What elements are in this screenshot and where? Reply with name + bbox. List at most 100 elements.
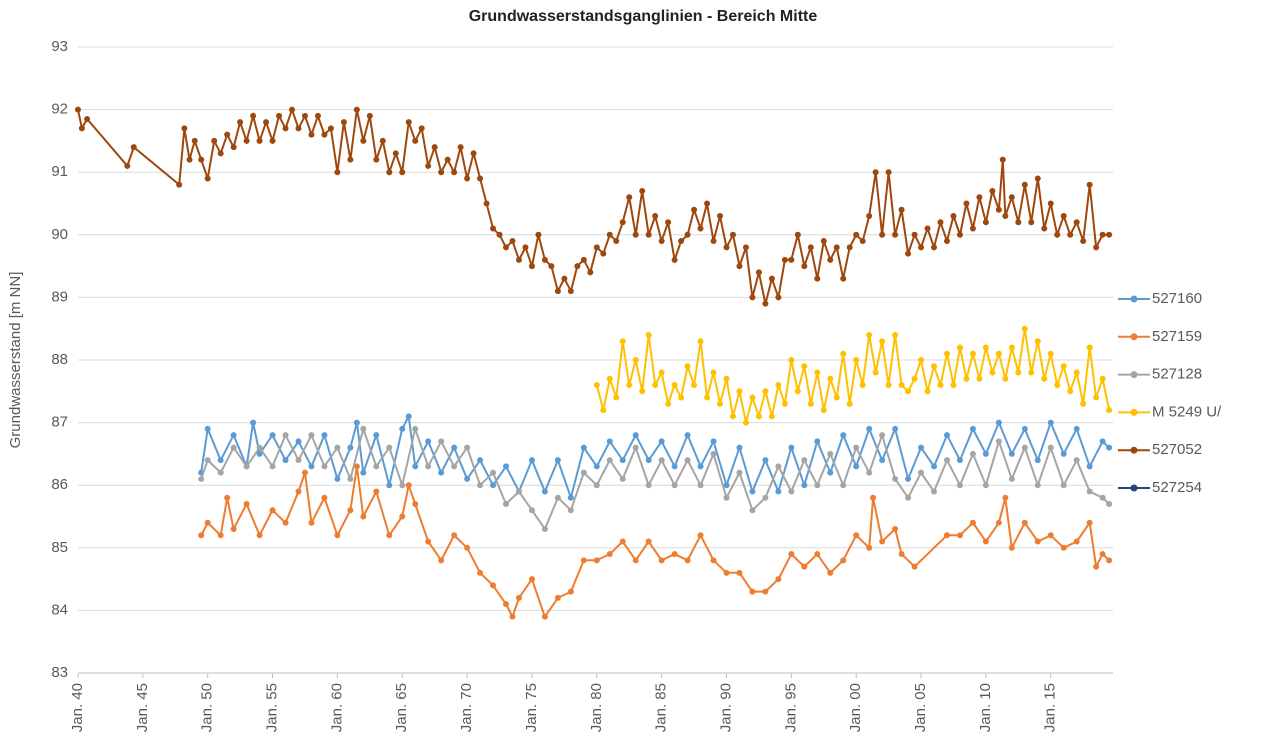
legend-marker [1130,295,1138,303]
data-point [360,425,367,432]
data-point [217,469,224,476]
x-tick-label: Jan. 60 [328,683,345,732]
data-point [464,544,471,551]
data-point [528,457,535,464]
data-point [1028,369,1035,376]
data-point [606,551,613,558]
data-point [574,263,581,270]
data-point [1041,225,1048,232]
data-point [807,244,814,251]
data-point [606,457,613,464]
data-point [814,438,821,445]
data-point [1002,213,1009,220]
data-point [308,131,315,138]
data-point [541,613,548,620]
data-point [230,526,237,533]
data-point [1060,544,1067,551]
data-point [911,375,918,382]
data-point [788,444,795,451]
data-point [729,413,736,420]
data-point [217,532,224,539]
data-point [243,500,250,507]
data-point [995,206,1002,213]
data-point [723,569,730,576]
data-point [1021,519,1028,526]
data-point [807,400,814,407]
data-point [1106,444,1113,451]
data-point [736,469,743,476]
data-point [969,450,976,457]
data-point [464,475,471,482]
data-point [749,488,756,495]
data-point [729,231,736,238]
data-point [334,475,341,482]
data-point [1099,551,1106,558]
data-point [1099,438,1106,445]
data-point [373,432,380,439]
data-point [898,206,905,213]
data-point [580,469,587,476]
data-point [269,137,276,144]
data-point [295,125,302,132]
data-point [269,507,276,514]
y-tick-label: 88 [51,351,68,368]
data-point [276,112,283,119]
data-point [943,238,950,245]
data-point [697,532,704,539]
data-point [334,169,341,176]
data-point [749,394,756,401]
data-point [956,231,963,238]
data-point [619,338,626,345]
data-point [1021,325,1028,332]
data-point [509,613,516,620]
data-point [801,482,808,489]
data-point [386,444,393,451]
data-point [554,594,561,601]
data-point [528,576,535,583]
data-point [490,469,497,476]
data-point [1086,463,1093,470]
data-point [866,425,873,432]
data-point [347,475,354,482]
data-point [723,482,730,489]
data-point [704,394,711,401]
data-point [943,432,950,439]
data-point [230,432,237,439]
data-point [989,369,996,376]
data-point [879,457,886,464]
data-point [982,482,989,489]
data-point [995,419,1002,426]
data-point [956,344,963,351]
data-point [1054,231,1061,238]
data-point [438,438,445,445]
data-point [820,407,827,414]
data-point [282,457,289,464]
data-point [755,413,762,420]
data-point [879,538,886,545]
data-point [593,244,600,251]
data-point [198,156,205,163]
data-point [840,350,847,357]
data-point [632,432,639,439]
data-point [697,482,704,489]
data-point [554,457,561,464]
data-point [412,425,419,432]
data-point [1106,231,1113,238]
data-point [295,438,302,445]
data-point [1106,557,1113,564]
data-point [892,425,899,432]
data-point [749,294,756,301]
y-tick-label: 86 [51,476,68,493]
data-point [963,375,970,382]
data-point [580,444,587,451]
data-point [289,106,296,113]
data-point [1008,450,1015,457]
data-point [1067,388,1074,395]
x-tick-label: Jan. 70 [458,683,475,732]
data-point [723,375,730,382]
data-point [353,463,360,470]
data-point [295,488,302,495]
data-point [392,150,399,157]
data-point [853,231,860,238]
data-point [853,357,860,363]
